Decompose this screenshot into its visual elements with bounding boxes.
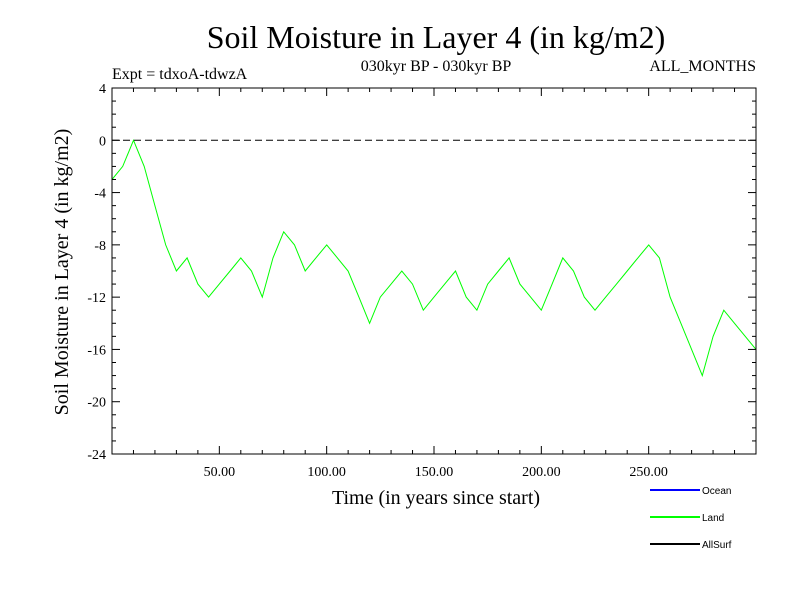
legend-label-ocean: Ocean: [702, 486, 731, 497]
y-axis-label: Soil Moisture in Layer 4 (in kg/m2): [51, 129, 73, 416]
land-series-line: [111, 138, 757, 378]
x-axis-ticks: [132, 88, 736, 454]
x-tick-label: 200.00: [522, 465, 561, 480]
x-axis-tick-labels: 50.00 100.00 150.00 200.00 250.00: [204, 465, 668, 480]
y-tick-label: -4: [94, 187, 106, 202]
plot-frame: [111, 87, 757, 455]
y-tick-label: 0: [99, 134, 106, 149]
chart-subtitle-left: Expt = tdxoA-tdwzA: [112, 66, 248, 83]
x-tick-label: 50.00: [204, 465, 236, 480]
chart-subtitle-center: 030kyr BP - 030kyr BP: [361, 58, 512, 75]
y-axis-ticks: [112, 87, 756, 455]
legend: Ocean Land AllSurf: [650, 486, 732, 551]
y-tick-label: -8: [94, 239, 106, 254]
chart-title: Soil Moisture in Layer 4 (in kg/m2): [207, 19, 666, 55]
x-tick-label: 250.00: [629, 465, 668, 480]
x-tick-label: 100.00: [307, 465, 346, 480]
legend-label-allsurf: AllSurf: [702, 540, 732, 551]
chart-subtitle-right: ALL_MONTHS: [649, 58, 756, 75]
y-axis-tick-labels: 4 0 -4 -8 -12 -16 -20 -24: [87, 82, 106, 463]
x-axis-label: Time (in years since start): [332, 487, 540, 509]
y-tick-label: -24: [87, 448, 106, 463]
legend-label-land: Land: [702, 513, 724, 524]
y-tick-label: -20: [87, 396, 106, 411]
y-tick-label: -12: [87, 291, 106, 306]
y-tick-label: -16: [87, 343, 106, 358]
x-tick-label: 150.00: [415, 465, 454, 480]
y-tick-label: 4: [99, 82, 106, 97]
plot-area: [111, 87, 757, 455]
